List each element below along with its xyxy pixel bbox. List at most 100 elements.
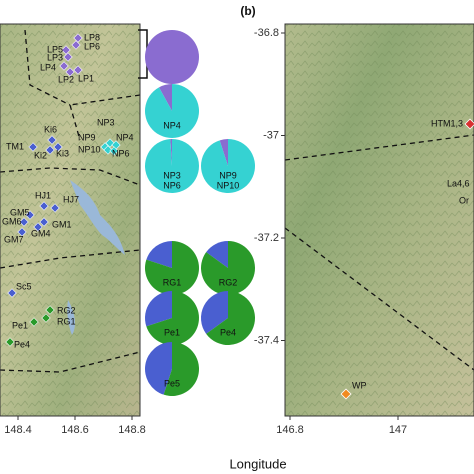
- site-marker: [50, 203, 60, 213]
- right-map: [284, 23, 474, 417]
- x-tick-label: 148.6: [61, 424, 89, 436]
- pie-slice: [145, 241, 200, 295]
- site-label: GM6: [2, 216, 22, 226]
- site-label: WP: [352, 380, 367, 390]
- site-label: Sc5: [16, 281, 32, 291]
- site-label: La4,6: [447, 178, 470, 188]
- y-tick-label: -37.4: [254, 334, 279, 346]
- pie-slice: [158, 84, 172, 111]
- site-label: Ki6: [44, 124, 57, 134]
- site-label: LP2: [58, 74, 74, 84]
- site-marker: [39, 217, 49, 227]
- site-marker: [73, 65, 83, 75]
- site-marker: [103, 145, 113, 155]
- site-label: HJ7: [63, 194, 79, 204]
- site-marker: [7, 288, 17, 298]
- site-marker: [464, 118, 474, 130]
- panel-label: (b): [240, 4, 255, 18]
- pie-label: NP4: [163, 120, 181, 130]
- site-label: NP6: [112, 148, 130, 158]
- x-tick-label: 148.8: [118, 424, 146, 436]
- site-marker: [109, 146, 119, 156]
- site-marker: [5, 337, 15, 347]
- site-label: HJ1: [35, 190, 51, 200]
- x-axis-title: Longitude: [229, 456, 286, 471]
- pie-slice: [145, 30, 199, 84]
- x-tick-label: 148.4: [4, 424, 32, 436]
- pie-slice: [170, 139, 172, 166]
- pie-slice: [200, 241, 255, 295]
- pie-label: NP9: [219, 170, 237, 180]
- site-label: NP9: [78, 132, 96, 142]
- pie-slice: [145, 342, 172, 395]
- site-label: LP6: [84, 41, 100, 51]
- site-label: GM4: [31, 228, 51, 238]
- pie-slice: [145, 84, 199, 138]
- pie-slice: [201, 139, 256, 193]
- site-label: LP1: [78, 73, 94, 83]
- site-label: LP3: [47, 52, 63, 62]
- site-label: GM1: [52, 219, 72, 229]
- site-label: Ki3: [56, 148, 69, 158]
- site-label: RG2: [57, 305, 76, 315]
- site-marker: [33, 222, 43, 232]
- site-label: LP8: [84, 32, 100, 42]
- site-marker: [45, 145, 55, 155]
- site-label: NP10: [78, 144, 101, 154]
- site-marker: [53, 142, 63, 152]
- pie-slice: [145, 139, 200, 193]
- pie-label: RG2: [219, 277, 238, 287]
- site-marker: [59, 61, 69, 71]
- site-label: RG1: [57, 316, 76, 326]
- pie-slice: [145, 291, 172, 327]
- site-marker: [73, 33, 83, 43]
- site-marker: [47, 135, 57, 145]
- pie-slice: [146, 241, 172, 268]
- site-marker: [340, 388, 352, 400]
- site-label: Or: [459, 195, 469, 205]
- pie-label: Pe1: [164, 327, 180, 337]
- pie-label: NP3: [163, 170, 181, 180]
- site-label: NP4: [116, 132, 134, 142]
- site-marker: [19, 217, 29, 227]
- pie-slice: [146, 291, 200, 345]
- x-tick-label: 147: [389, 424, 407, 436]
- pie-slice: [219, 139, 228, 166]
- site-label: GM5: [10, 207, 30, 217]
- site-marker: [17, 227, 27, 237]
- site-marker: [65, 67, 75, 77]
- site-label: Pe4: [14, 339, 30, 349]
- site-marker: [71, 40, 81, 50]
- pie-label: Pe4: [220, 327, 236, 337]
- pie-label: NP6: [163, 180, 181, 190]
- site-marker: [45, 305, 55, 315]
- site-marker: [28, 142, 38, 152]
- pie-label: NP10: [217, 180, 240, 190]
- site-label: LP5: [47, 44, 63, 54]
- y-tick-label: -37.2: [254, 232, 279, 244]
- left-map: [0, 23, 141, 417]
- site-label: TM1: [6, 141, 24, 151]
- site-label: Pe1: [12, 320, 28, 330]
- pie-slice: [206, 241, 228, 268]
- y-tick-label: -36.8: [254, 27, 279, 39]
- site-label: NP3: [97, 117, 115, 127]
- pie-slice: [200, 291, 228, 334]
- site-label: Ki2: [34, 150, 47, 160]
- x-tick-label: 146.8: [276, 424, 304, 436]
- site-marker: [39, 201, 49, 211]
- site-label: HTM1,3: [431, 118, 463, 128]
- site-marker: [41, 313, 51, 323]
- pie-slice: [206, 291, 255, 346]
- site-label: GM7: [4, 234, 24, 244]
- site-marker: [29, 317, 39, 327]
- site-marker: [63, 52, 73, 62]
- y-tick-label: -37: [263, 129, 279, 141]
- pie-slice: [163, 342, 199, 397]
- site-label: LP4: [40, 62, 56, 72]
- pie-label: Pe5: [164, 378, 180, 388]
- site-marker: [25, 210, 35, 220]
- pie-label: RG1: [163, 277, 182, 287]
- site-marker: [61, 45, 71, 55]
